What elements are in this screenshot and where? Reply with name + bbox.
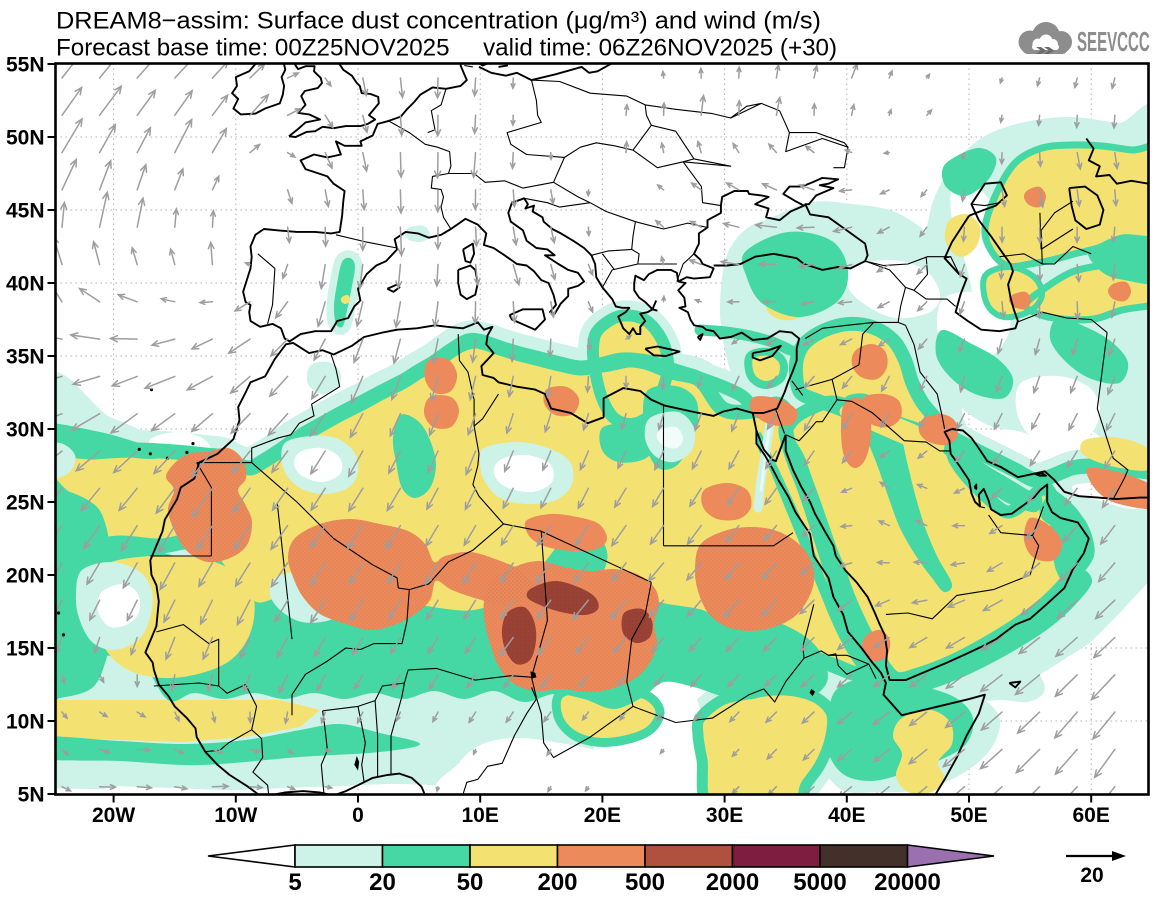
svg-text:45N: 45N	[6, 200, 45, 223]
svg-text:0: 0	[352, 804, 364, 827]
svg-text:15N: 15N	[6, 638, 45, 661]
svg-text:55N: 55N	[6, 54, 45, 77]
svg-text:10W: 10W	[214, 804, 257, 827]
svg-text:Forecast base time: 00Z25NOV20: Forecast base time: 00Z25NOV2025 valid t…	[56, 35, 837, 62]
svg-text:200: 200	[537, 869, 577, 896]
svg-text:30N: 30N	[6, 419, 45, 442]
svg-text:SEEVCCC: SEEVCCC	[1077, 26, 1150, 58]
svg-text:30E: 30E	[706, 804, 743, 827]
svg-text:35N: 35N	[6, 346, 45, 369]
svg-text:5000: 5000	[793, 869, 846, 896]
svg-text:DREAM8−assim: Surface dust con: DREAM8−assim: Surface dust concentration…	[56, 8, 821, 35]
svg-text:10E: 10E	[462, 804, 499, 827]
svg-text:60E: 60E	[1073, 804, 1110, 827]
svg-text:20E: 20E	[584, 804, 621, 827]
svg-text:20000: 20000	[874, 869, 941, 896]
svg-text:25N: 25N	[6, 492, 45, 515]
svg-text:20W: 20W	[92, 804, 135, 827]
svg-text:50: 50	[457, 869, 484, 896]
svg-text:2000: 2000	[706, 869, 759, 896]
svg-text:500: 500	[625, 869, 665, 896]
svg-text:10N: 10N	[6, 711, 45, 734]
svg-text:40N: 40N	[6, 273, 45, 296]
svg-text:20: 20	[1080, 864, 1103, 887]
svg-text:5: 5	[288, 869, 301, 896]
svg-text:20N: 20N	[6, 565, 45, 588]
svg-text:5N: 5N	[18, 784, 45, 807]
svg-text:50N: 50N	[6, 127, 45, 150]
svg-text:20: 20	[369, 869, 396, 896]
svg-text:40E: 40E	[828, 804, 865, 827]
svg-text:50E: 50E	[950, 804, 987, 827]
